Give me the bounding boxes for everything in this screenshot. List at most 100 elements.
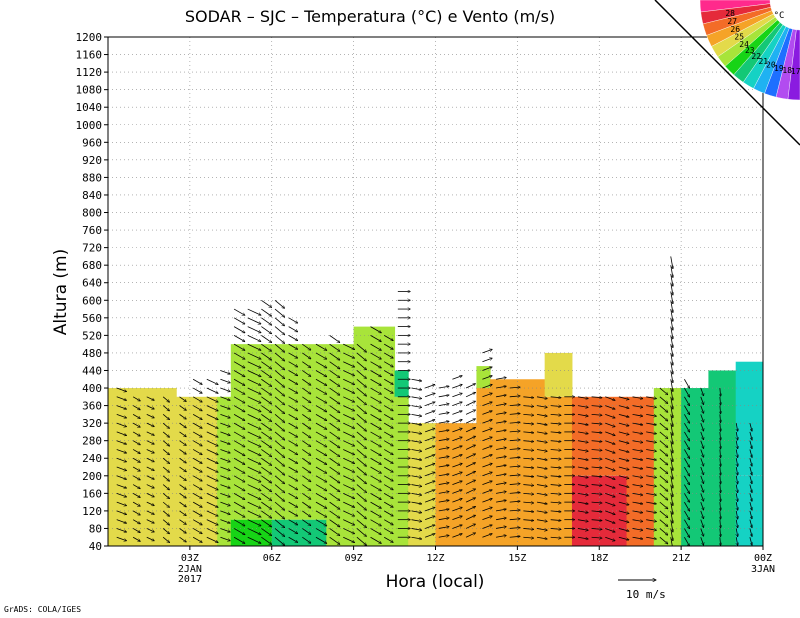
wind-arrow [632, 440, 643, 443]
wind-arrow [646, 422, 656, 425]
y-tick-label: 800 [82, 207, 102, 220]
wind-arrow [411, 396, 421, 399]
wind-arrow [343, 536, 354, 542]
wind-arrow [591, 528, 602, 529]
wind-arrow [274, 493, 285, 501]
y-tick-label: 1080 [76, 84, 103, 97]
wind-arrow [632, 501, 643, 504]
wind-arrow [438, 413, 449, 415]
wind-arrow [356, 501, 367, 510]
wind-arrow [684, 387, 689, 397]
wind-arrow [577, 492, 588, 495]
wind-arrow [288, 361, 298, 367]
wind-arrow [261, 370, 271, 377]
x-tick-label: 06Z [263, 553, 281, 564]
wind-arrow [670, 256, 673, 268]
wind-arrow [550, 458, 561, 459]
wind-arrow [736, 431, 737, 440]
wind-arrow [274, 519, 285, 528]
y-tick-label: 1040 [76, 101, 103, 114]
wind-arrow [383, 484, 393, 490]
wind-arrow [370, 457, 382, 464]
wind-arrow [700, 493, 704, 501]
wind-arrow [550, 432, 561, 433]
wind-arrow [720, 414, 721, 422]
x-axis-label: Hora (local) [386, 572, 485, 592]
temperature-cell [217, 396, 232, 546]
wind-arrow [736, 484, 737, 493]
wind-arrow [302, 510, 311, 517]
wind-arrow [720, 502, 721, 510]
wind-arrow [343, 466, 354, 472]
wind-arrow [591, 520, 602, 521]
wind-arrow [247, 370, 261, 376]
colorbar-segment [764, 27, 794, 98]
wind-arrow [411, 405, 421, 408]
wind-arrow [162, 396, 169, 402]
wind-arrow [116, 413, 127, 418]
wind-arrow [523, 423, 533, 424]
wind-arrow [482, 534, 492, 538]
colorbar-segment [724, 19, 781, 76]
wind-arrow [632, 413, 643, 416]
wind-arrow [132, 440, 140, 445]
wind-arrow [329, 361, 340, 369]
colorbar-segment [733, 22, 784, 83]
wind-arrow [261, 519, 271, 527]
wind-arrow [411, 536, 421, 539]
wind-arrow [162, 528, 169, 533]
wind-arrow [370, 352, 382, 359]
wind-arrow [684, 466, 689, 476]
wind-arrow [274, 449, 285, 457]
wind-arrow [749, 466, 752, 475]
wind-arrow [605, 466, 615, 471]
wind-arrow [577, 396, 588, 399]
wind-arrow [465, 401, 475, 406]
wind-arrow [261, 361, 271, 369]
wind-arrow [179, 405, 187, 411]
wind-arrow [329, 343, 340, 351]
wind-arrow [764, 528, 765, 536]
wind-arrow [162, 536, 169, 542]
wind-arrow [536, 431, 547, 434]
wind-arrow [233, 361, 245, 368]
wind-arrow [536, 396, 547, 399]
wind-arrow [646, 484, 656, 487]
wind-arrow [247, 387, 261, 394]
wind-arrow [452, 507, 462, 512]
wind-arrow [465, 498, 475, 503]
wind-arrow [192, 484, 202, 490]
wind-arrow [315, 361, 327, 368]
wind-arrow [261, 493, 271, 500]
wind-arrow [749, 449, 752, 457]
wind-arrow [618, 396, 629, 400]
wind-arrow [356, 536, 367, 545]
wind-arrow [116, 519, 127, 524]
wind-arrow [288, 457, 298, 463]
wind-arrow [247, 413, 261, 420]
wind-arrow [116, 536, 127, 541]
wind-arrow [659, 519, 668, 527]
wind-arrow [659, 528, 668, 535]
wind-arrow [274, 361, 285, 370]
wind-arrow [482, 455, 492, 459]
wind-arrow [370, 501, 382, 508]
wind-arrow [411, 492, 421, 495]
wind-arrow [383, 396, 393, 402]
wind-arrow [482, 525, 492, 529]
wind-arrow [424, 463, 435, 468]
wind-arrow [764, 502, 765, 510]
wind-arrow [261, 422, 271, 430]
wind-arrow [233, 414, 245, 420]
wind-arrow [618, 501, 629, 505]
wind-arrow [577, 519, 588, 522]
temperature-cell [135, 388, 177, 546]
wind-arrow [383, 492, 393, 498]
wind-arrow [646, 396, 656, 399]
wind-arrow [550, 485, 561, 486]
wind-arrow [162, 422, 169, 428]
wind-arrow [206, 378, 218, 384]
wind-arrow [482, 358, 492, 363]
wind-arrow [452, 420, 462, 424]
wind-arrow [438, 500, 449, 503]
